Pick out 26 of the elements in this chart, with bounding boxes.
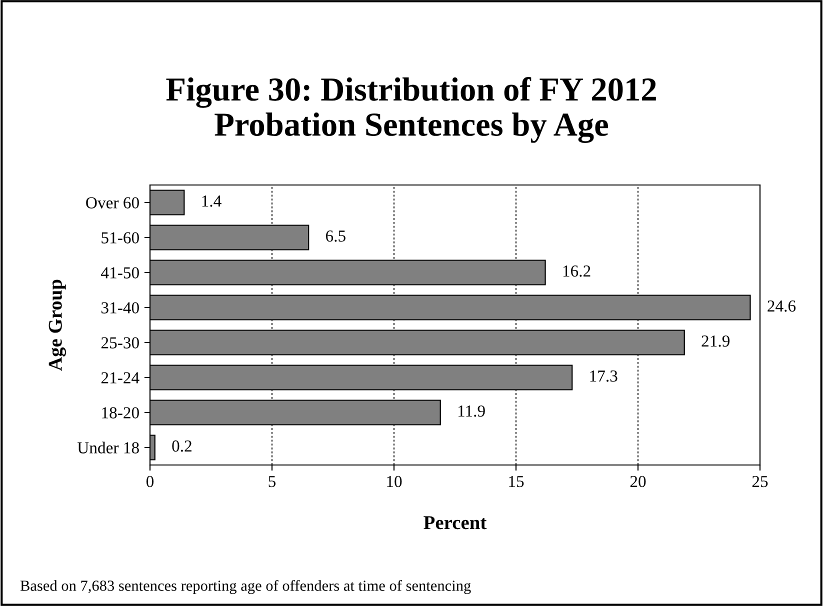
y-tick-label: 31-40 <box>101 302 139 314</box>
data-label: 16.2 <box>563 265 590 277</box>
text: Based on 7,683 sentences reporting age of offenders at time of sentencing <box>20 580 471 594</box>
x-tick-label: 10 <box>387 476 402 488</box>
x-tick-label: 0 <box>146 476 154 488</box>
x-tick-label: 15 <box>509 476 524 488</box>
x-axis-title: Percent <box>424 516 487 530</box>
y-tick-label: 41-50 <box>101 267 139 278</box>
chart-title: Figure 30: Distribution of FY 2012 Probation Sentences by Age <box>166 77 656 143</box>
x-tick-label: 20 <box>630 476 646 488</box>
data-label: 21.9 <box>702 335 730 347</box>
y-tick-label: 51-60 <box>102 232 139 244</box>
data-label: 11.9 <box>458 405 485 417</box>
data-label: 17.3 <box>590 370 618 382</box>
y-tick-label: Over 60 <box>86 197 139 208</box>
y-tick-label: Under 18 <box>77 442 139 454</box>
data-label: 0.2 <box>172 440 192 452</box>
data-label: 1.4 <box>202 196 222 207</box>
x-tick-label: 25 <box>752 476 768 488</box>
x-tick-label: 5 <box>268 476 276 488</box>
y-tick-label: 25-30 <box>101 337 139 348</box>
y-tick-label: 18-20 <box>102 407 139 418</box>
data-label: 6.5 <box>326 230 346 242</box>
y-axis-title: Age Group <box>48 280 66 371</box>
y-tick-label: 21-24 <box>101 372 140 384</box>
data-label: 24.6 <box>768 300 796 312</box>
